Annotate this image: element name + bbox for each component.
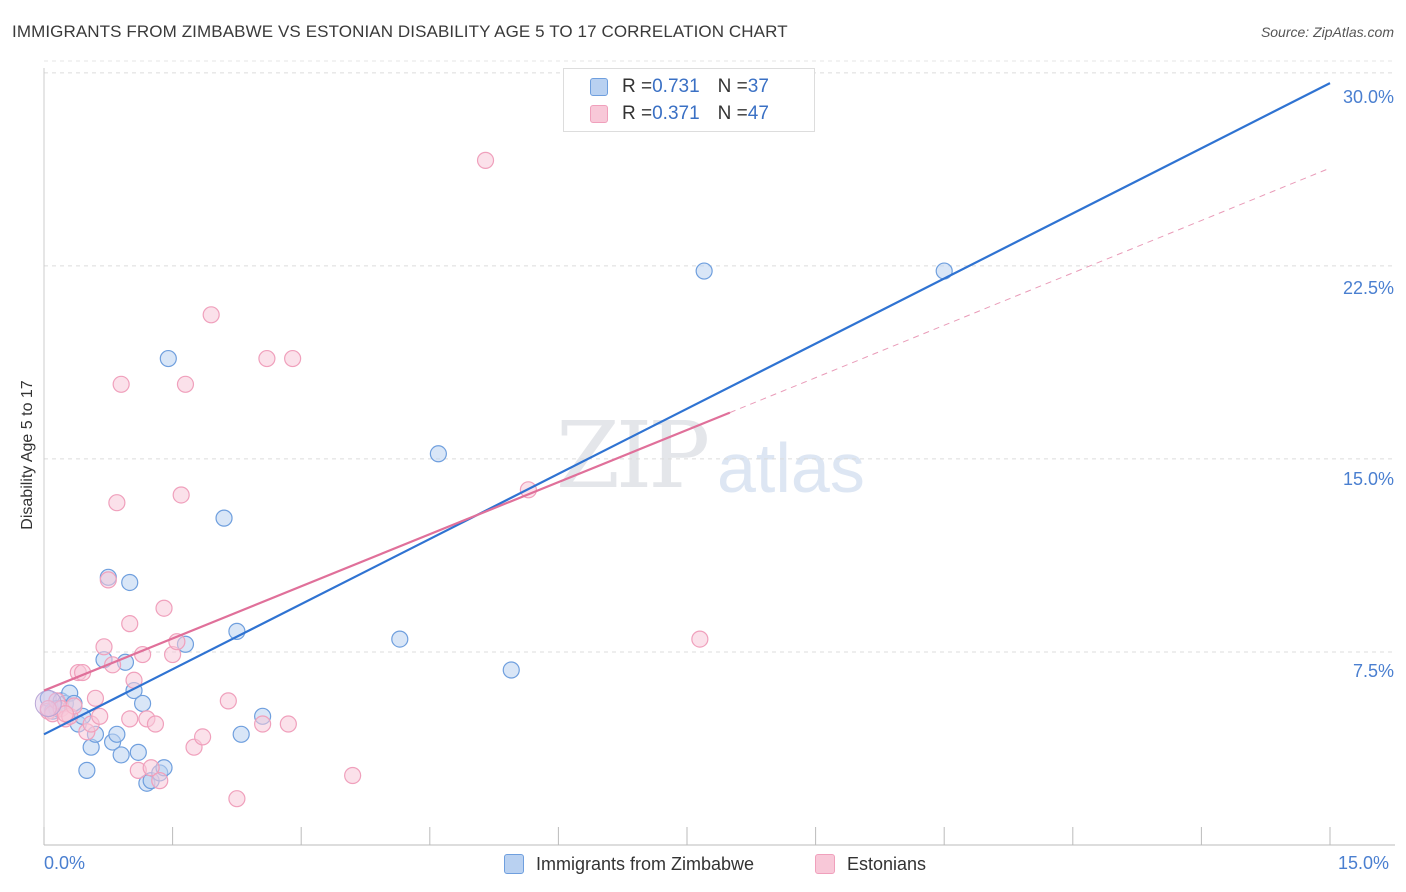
r-label: R =	[622, 76, 653, 97]
estonian-point	[142, 759, 160, 777]
y-tick-label: 22.5%	[1342, 278, 1394, 298]
legend-item-estonians: Estonians	[815, 852, 926, 876]
estonian-point	[56, 705, 75, 723]
y-tick-label: 7.5%	[1352, 661, 1394, 681]
zimbabwe-point	[232, 725, 250, 743]
y-tick-label: 15.0%	[1342, 469, 1394, 489]
estonians-legend-swatch	[815, 854, 835, 874]
zimbabwe-point	[129, 743, 147, 761]
estonian-point	[108, 494, 126, 512]
estonian-point	[172, 486, 190, 504]
r-value: 0.371	[652, 103, 700, 124]
estonian-point	[121, 710, 139, 728]
stats-legend: R = 0.731 N = 37 R = 0.371 N = 47	[563, 68, 815, 132]
zimbabwe-point	[215, 509, 233, 527]
zimbabwe-point	[502, 661, 520, 679]
estonian-point	[691, 630, 709, 648]
stats-legend-row-estonians: R = 0.371 N = 47	[590, 102, 769, 126]
zimbabwe-legend-swatch	[504, 854, 524, 874]
watermark-atlas: atlas	[717, 429, 865, 507]
x-tick-label: 0.0%	[44, 853, 86, 873]
zimbabwe-trendline	[43, 82, 1331, 736]
chart-source: Source: ZipAtlas.com	[1260, 24, 1394, 40]
n-label: N =	[717, 103, 748, 124]
legend-label-estonians: Estonians	[847, 853, 927, 874]
r-value: 0.731	[652, 76, 700, 97]
estonian-point	[254, 715, 272, 733]
y-tick-label: 30.0%	[1342, 87, 1394, 107]
zimbabwe-point	[429, 445, 447, 463]
estonian-point	[99, 571, 117, 589]
estonian-point	[202, 306, 220, 324]
legend-label-zimbabwe: Immigrants from Zimbabwe	[536, 853, 755, 874]
estonian-point	[219, 692, 237, 710]
zimbabwe-point	[159, 349, 177, 368]
zimbabwe-point	[112, 746, 130, 764]
estonian-point	[95, 638, 113, 656]
estonian-point	[284, 349, 302, 368]
estonian-trendline-extension	[729, 167, 1331, 414]
n-value: 47	[747, 103, 769, 124]
n-label: N =	[717, 76, 748, 97]
zimbabwe-point	[108, 725, 126, 743]
estonian-point	[194, 728, 212, 746]
zimbabwe-point	[391, 630, 409, 648]
estonian-point	[155, 599, 173, 617]
zimbabwe-swatch	[590, 78, 608, 96]
estonian-point	[151, 772, 169, 790]
zimbabwe-point	[121, 573, 139, 592]
legend-item-zimbabwe: Immigrants from Zimbabwe	[504, 852, 754, 876]
estonian-point	[228, 790, 246, 808]
r-label: R =	[622, 103, 653, 124]
x-tick-label: 15.0%	[1338, 853, 1390, 873]
n-value: 37	[747, 76, 769, 97]
estonian-point	[476, 151, 495, 169]
estonian-point	[112, 375, 130, 393]
estonian-point	[146, 715, 165, 733]
chart-title: IMMIGRANTS FROM ZIMBABWE VS ESTONIAN DIS…	[12, 22, 788, 41]
estonian-point	[176, 375, 195, 393]
estonian-point	[279, 715, 297, 733]
watermark-zip: ZIP	[556, 402, 710, 509]
estonian-point	[344, 766, 362, 785]
stats-legend-row-zimbabwe: R = 0.731 N = 37	[590, 75, 769, 99]
zimbabwe-point	[78, 761, 96, 779]
zimbabwe-point	[133, 694, 152, 713]
zimbabwe-point	[695, 262, 713, 280]
estonian-point	[91, 707, 109, 725]
estonians-swatch	[590, 105, 608, 123]
estonian-point	[86, 689, 105, 707]
estonian-trendline	[43, 411, 731, 692]
estonian-point	[121, 615, 139, 633]
cluster-point	[34, 689, 62, 717]
estonian-point	[258, 349, 276, 368]
